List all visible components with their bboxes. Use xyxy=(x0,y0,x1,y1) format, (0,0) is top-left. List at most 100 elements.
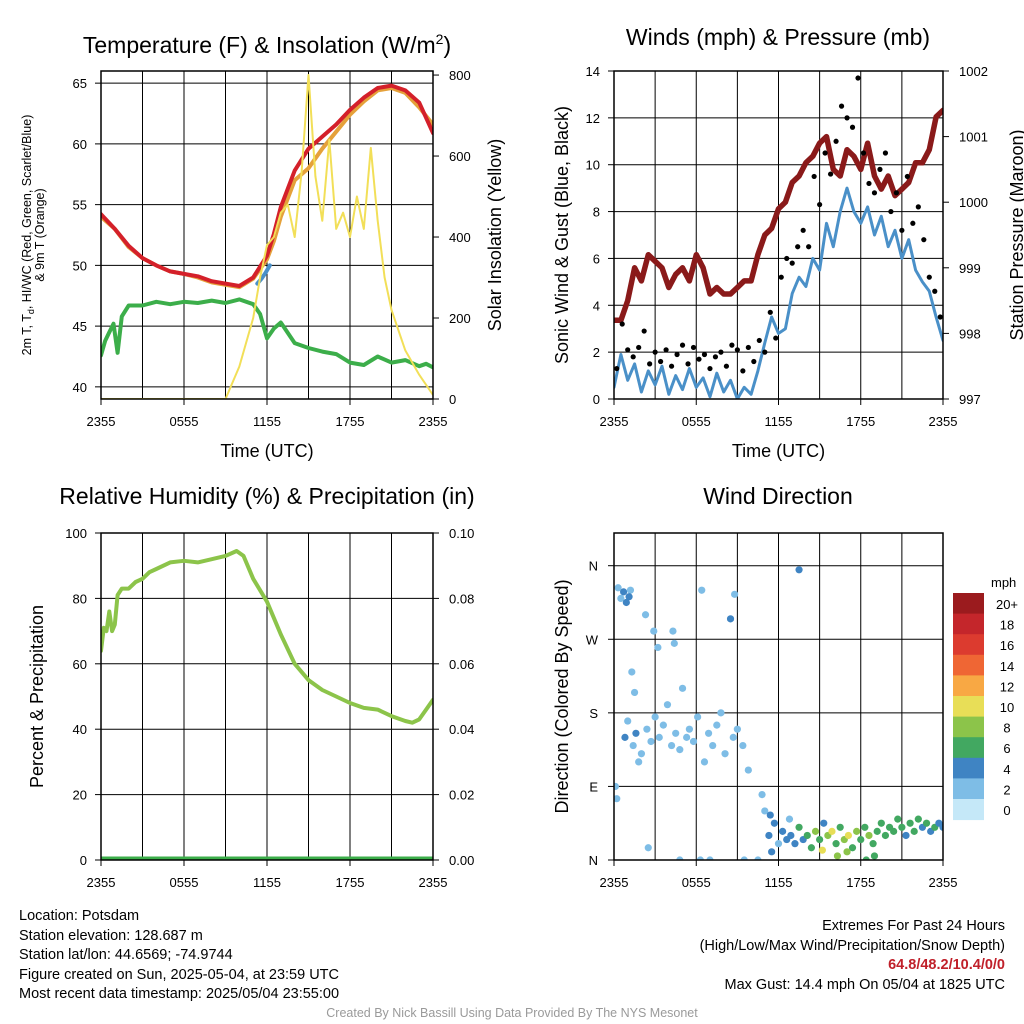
direction-point xyxy=(833,852,842,860)
direction-point xyxy=(619,588,628,596)
direction-point xyxy=(650,627,658,635)
x-tick-label: 2355 xyxy=(600,875,629,890)
gust-point xyxy=(614,365,620,372)
y-tick-label: 65 xyxy=(73,76,87,91)
gust-point xyxy=(937,314,943,320)
y-right-tick-label: 0.02 xyxy=(449,788,474,803)
x-axis-label: Time (UTC) xyxy=(732,441,825,461)
colorbar-swatch xyxy=(953,778,984,800)
direction-point xyxy=(637,750,646,758)
chart-title: Temperature (F) & Insolation (W/m2) xyxy=(83,31,451,58)
gust-point xyxy=(855,75,861,81)
direction-point xyxy=(791,840,799,848)
direction-point xyxy=(683,733,691,741)
direction-point xyxy=(704,729,713,737)
gust-point xyxy=(641,328,647,334)
direction-point xyxy=(779,827,787,835)
direction-point xyxy=(614,782,619,791)
direction-point xyxy=(696,856,704,860)
gust-point xyxy=(838,103,845,109)
y-tick-label: N xyxy=(589,559,598,574)
gust-point xyxy=(877,166,883,172)
gust-point xyxy=(833,138,839,144)
gust-point xyxy=(751,358,757,365)
direction-point xyxy=(651,713,659,721)
y-tick-label: 50 xyxy=(73,258,87,273)
direction-point xyxy=(803,831,811,840)
colorbar-swatch xyxy=(953,696,984,718)
gust-point xyxy=(625,347,631,353)
x-tick-label: 1755 xyxy=(846,875,875,890)
gust-point xyxy=(762,349,768,355)
gust-point xyxy=(679,342,686,348)
direction-point xyxy=(676,746,684,754)
direction-point xyxy=(622,598,630,607)
direction-point xyxy=(713,721,721,729)
direction-point xyxy=(729,733,737,741)
direction-point xyxy=(641,611,650,619)
y-tick-label: 8 xyxy=(593,205,600,220)
x-tick-label: 0555 xyxy=(170,414,199,429)
direction-point xyxy=(865,831,873,840)
series-line-5 xyxy=(101,74,433,399)
gust-point xyxy=(630,354,636,360)
y-axis-right-label: Solar Insolation (Yellow) xyxy=(485,139,505,331)
direction-point xyxy=(857,835,865,844)
y-right-tick-label: 0 xyxy=(449,392,456,407)
gust-point xyxy=(712,354,719,360)
direction-point xyxy=(758,791,766,799)
colorbar-swatch xyxy=(953,654,984,676)
direction-point xyxy=(770,819,778,827)
gust-point xyxy=(888,208,894,215)
gust-point xyxy=(690,344,697,351)
y-right-tick-label: 1001 xyxy=(959,130,988,145)
y-tick-label: S xyxy=(589,706,598,721)
gust-point xyxy=(663,347,669,353)
y-right-tick-label: 400 xyxy=(449,230,471,245)
gust-point xyxy=(778,274,784,280)
colorbar-label: 12 xyxy=(1000,679,1014,694)
gust-point xyxy=(636,344,642,351)
colorbar-label: 16 xyxy=(1000,638,1014,653)
gust-point xyxy=(789,260,795,266)
direction-point xyxy=(828,827,836,835)
direction-point xyxy=(670,639,678,647)
direction-point xyxy=(709,741,717,750)
y-right-tick-label: 0.04 xyxy=(449,722,474,737)
direction-point xyxy=(914,815,922,823)
y-right-tick-label: 999 xyxy=(959,261,981,276)
direction-point xyxy=(832,840,840,848)
y-right-tick-label: 600 xyxy=(449,149,471,164)
gust-point xyxy=(893,190,899,196)
direction-point xyxy=(614,795,621,803)
y-tick-label: 10 xyxy=(586,158,600,173)
colorbar-swatch xyxy=(953,613,984,635)
x-tick-label: 0555 xyxy=(170,875,199,890)
gust-point xyxy=(619,321,625,327)
direction-point xyxy=(617,594,625,603)
direction-point xyxy=(721,750,729,758)
direction-point xyxy=(774,840,783,848)
gust-point xyxy=(866,180,872,187)
gust-point xyxy=(795,244,801,250)
colorbar-swatch xyxy=(953,634,984,656)
chart-title: Wind Direction xyxy=(703,483,853,509)
gust-point xyxy=(899,227,905,233)
colorbar-swatch xyxy=(953,799,984,821)
ylabel-line: , HI/WC (Red, Green, Scarlet/Blue) xyxy=(20,115,34,310)
y-tick-label: W xyxy=(586,632,599,647)
direction-point xyxy=(654,643,662,652)
elevation-text: Station elevation: 128.687 m xyxy=(19,927,203,944)
gust-point xyxy=(860,150,867,156)
direction-point xyxy=(873,827,881,835)
direction-point xyxy=(894,815,902,823)
x-tick-label: 1755 xyxy=(336,414,365,429)
colorbar-swatch xyxy=(953,757,984,779)
colorbar-label: 4 xyxy=(1003,762,1010,777)
direction-point xyxy=(869,840,877,848)
panel-3: Relative Humidity (%) & Precipitation (i… xyxy=(27,483,475,890)
direction-point xyxy=(672,729,680,737)
gust-point xyxy=(668,363,675,369)
direction-point xyxy=(644,844,652,852)
y-tick-label: 55 xyxy=(73,198,87,213)
